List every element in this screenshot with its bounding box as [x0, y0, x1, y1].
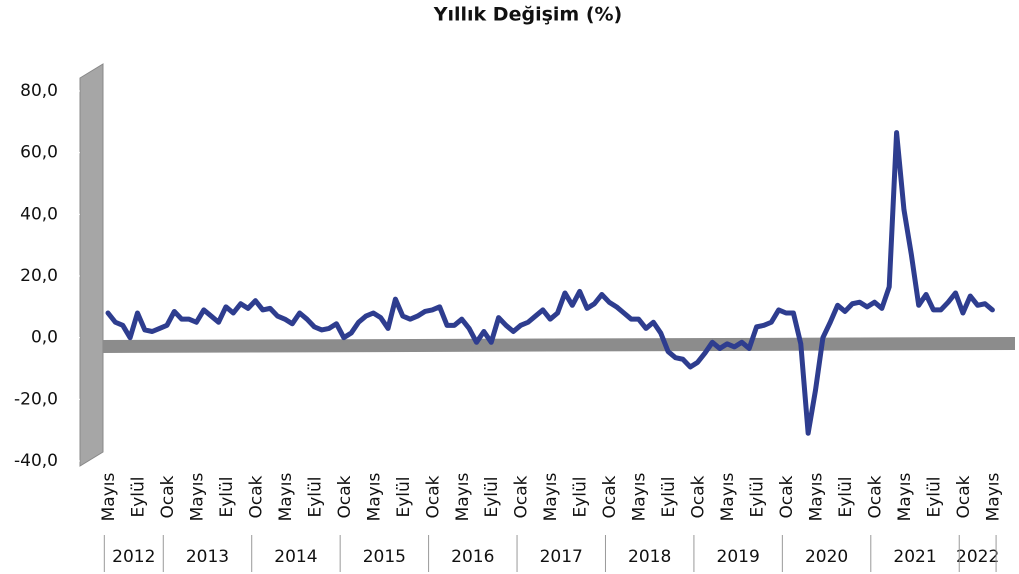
- y-tick-label: 0,0: [31, 328, 58, 348]
- year-label: 2012: [112, 547, 155, 567]
- year-label: 2016: [451, 547, 494, 567]
- data-line: [105, 130, 995, 436]
- y-tick-label: -20,0: [14, 389, 58, 409]
- year-label: 2017: [540, 547, 583, 567]
- x-tick-label: Eylül: [394, 476, 414, 517]
- x-tick-label: Eylül: [659, 476, 679, 517]
- x-tick-label: Mayıs: [276, 472, 296, 521]
- x-tick-label: Mayıs: [630, 472, 650, 521]
- x-tick-label: Eylül: [217, 476, 237, 517]
- x-tick-label: Mayıs: [541, 472, 561, 521]
- y-tick-label: 80,0: [20, 81, 58, 101]
- x-tick-label: Ocak: [689, 475, 709, 518]
- x-tick-label: Ocak: [335, 475, 355, 518]
- y-tick-label: -40,0: [14, 451, 58, 471]
- x-tick-label: Ocak: [512, 475, 532, 518]
- year-label: 2014: [274, 547, 317, 567]
- x-tick-label: Eylül: [836, 476, 856, 517]
- y-tick-label: 20,0: [20, 266, 58, 286]
- x-tick-label: Ocak: [865, 475, 885, 518]
- x-tick-label: Mayıs: [807, 472, 827, 521]
- x-tick-label: Eylül: [305, 476, 325, 517]
- x-tick-label: Mayıs: [718, 472, 738, 521]
- x-tick-label: Mayıs: [453, 472, 473, 521]
- x-tick-label: Mayıs: [187, 472, 207, 521]
- x-tick-label: Ocak: [777, 475, 797, 518]
- x-tick-label: Ocak: [246, 475, 266, 518]
- year-label: 2013: [186, 547, 229, 567]
- floor: [103, 337, 1015, 353]
- y-tick-label: 40,0: [20, 204, 58, 224]
- year-label: 2021: [893, 547, 936, 567]
- y-axis-wall: [79, 63, 104, 467]
- x-tick-label: Eylül: [748, 476, 768, 517]
- y-tick-label: 60,0: [20, 143, 58, 163]
- x-tick-label: Ocak: [423, 475, 443, 518]
- x-tick-label: Ocak: [954, 475, 974, 518]
- x-tick-label: Eylül: [924, 476, 944, 517]
- x-tick-label: Ocak: [600, 475, 620, 518]
- x-tick-label: Mayıs: [99, 472, 119, 521]
- year-label: 2015: [363, 547, 406, 567]
- x-tick-label: Eylül: [571, 476, 591, 517]
- year-label: 2020: [805, 547, 848, 567]
- x-tick-label: Eylül: [482, 476, 502, 517]
- year-label: 2018: [628, 547, 671, 567]
- chart-title: Yıllık Değişim (%): [433, 4, 622, 26]
- x-tick-label: Mayıs: [364, 472, 384, 521]
- year-label: 2019: [717, 547, 760, 567]
- x-tick-label: Mayıs: [983, 472, 1003, 521]
- x-tick-label: Eylül: [128, 476, 148, 517]
- x-tick-label: Mayıs: [895, 472, 915, 521]
- year-label: 2022: [956, 547, 999, 567]
- x-tick-label: Ocak: [158, 475, 178, 518]
